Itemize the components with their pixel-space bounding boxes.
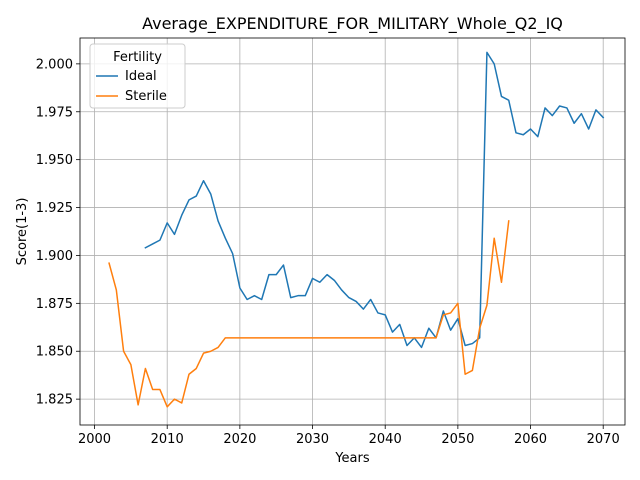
y-tick-label: 1.975 bbox=[36, 105, 73, 120]
x-tick-label: 2030 bbox=[296, 432, 329, 447]
chart-title: Average_EXPENDITURE_FOR_MILITARY_Whole_Q… bbox=[142, 14, 563, 34]
y-axis-label: Score(1-3) bbox=[15, 198, 30, 266]
legend-entry-label: Ideal bbox=[125, 69, 157, 84]
y-tick-label: 2.000 bbox=[36, 57, 73, 72]
grid bbox=[80, 38, 625, 425]
series-line-ideal bbox=[144, 51, 605, 349]
x-tick-label: 2070 bbox=[587, 432, 620, 447]
series-lines bbox=[108, 51, 605, 408]
legend: Fertility Ideal Sterile bbox=[89, 43, 186, 109]
plot-frame bbox=[79, 37, 626, 426]
legend-box bbox=[89, 43, 186, 109]
legend-entry-label: Sterile bbox=[125, 89, 167, 104]
x-tick-label: 2000 bbox=[78, 432, 111, 447]
x-axis-label: Years bbox=[334, 451, 370, 466]
x-tick-label: 2040 bbox=[369, 432, 402, 447]
legend-title: Fertility bbox=[113, 50, 162, 65]
x-tick-label: 2010 bbox=[151, 432, 184, 447]
series-line-sterile bbox=[108, 220, 510, 408]
y-tick-label: 1.925 bbox=[36, 201, 73, 216]
y-tick-label: 1.900 bbox=[36, 249, 73, 264]
y-tick-label: 1.850 bbox=[36, 345, 73, 360]
y-tick-label: 1.825 bbox=[36, 393, 73, 408]
x-tick-label: 2060 bbox=[514, 432, 547, 447]
axis-ticks: 2000 2010 2020 2030 2040 2050 2060 2070 1.825 1.8… bbox=[36, 57, 620, 447]
y-tick-label: 1.875 bbox=[36, 297, 73, 312]
y-tick-label: 1.950 bbox=[36, 153, 73, 168]
x-tick-label: 2020 bbox=[223, 432, 256, 447]
x-tick-label: 2050 bbox=[441, 432, 474, 447]
